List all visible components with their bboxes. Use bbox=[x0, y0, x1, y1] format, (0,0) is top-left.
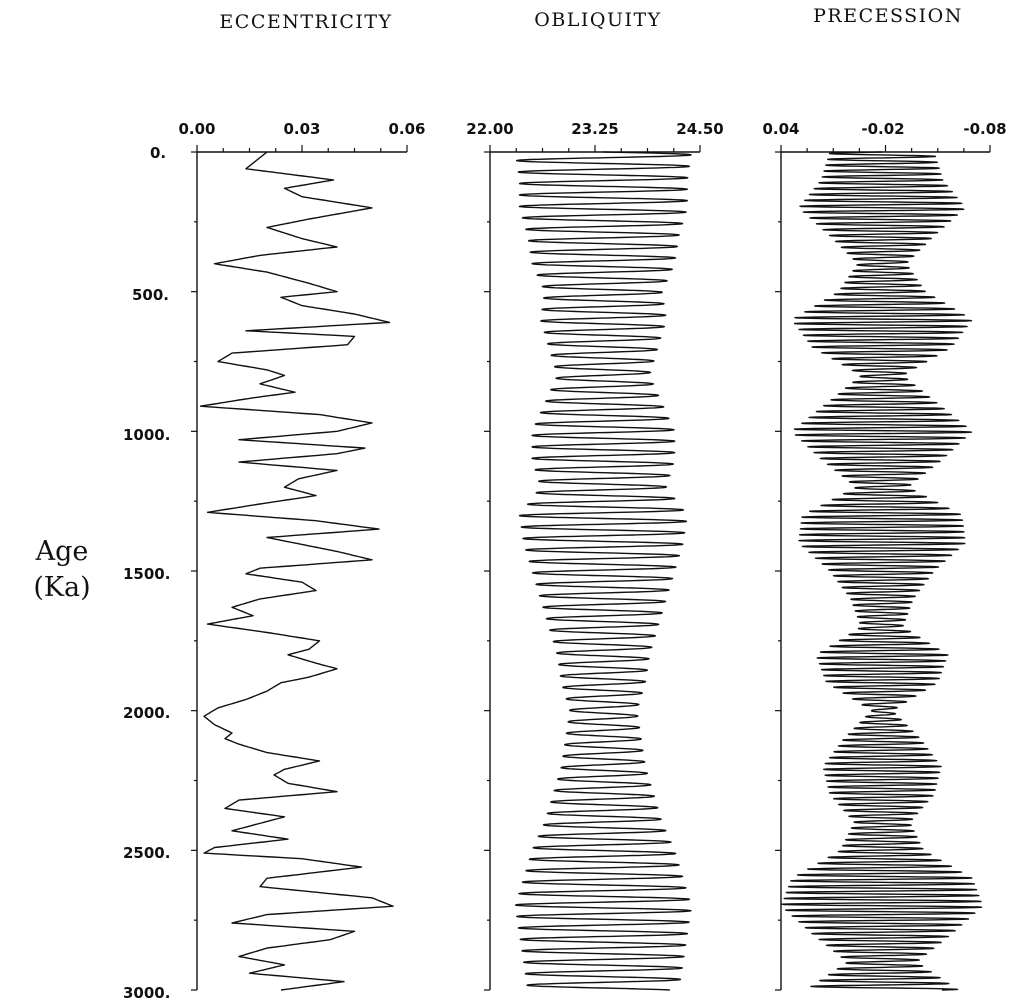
precession-axes bbox=[775, 145, 991, 991]
x-tick-label: 24.50 bbox=[676, 120, 723, 138]
age-tick-labels: 0. 500. 1000. 1500. 2000. 2500. 3000. bbox=[123, 144, 170, 1002]
x-tick-label: 0.00 bbox=[178, 120, 215, 138]
age-tick-label: 1500. bbox=[123, 565, 170, 583]
x-tick-label: 0.03 bbox=[283, 120, 320, 138]
age-tick-label: 1000. bbox=[123, 426, 170, 444]
x-tick-label: 0.04 bbox=[762, 120, 799, 138]
age-axis-label-line1: Age bbox=[35, 536, 89, 567]
age-axis-label-line2: (Ka) bbox=[33, 572, 90, 603]
obliquity-axes bbox=[484, 145, 701, 991]
obliquity-series-line bbox=[514, 151, 692, 991]
x-tick-label: 0.06 bbox=[388, 120, 425, 138]
eccentricity-panel: 0.00 0.03 0.06 bbox=[178, 120, 426, 991]
eccentricity-series-line bbox=[199, 151, 394, 991]
eccentricity-axes bbox=[191, 145, 408, 991]
age-tick-label: 2000. bbox=[123, 704, 170, 722]
eccentricity-title: ECCENTRICITY bbox=[219, 11, 392, 33]
age-tick-label: 3000. bbox=[123, 984, 170, 1002]
age-tick-label: 2500. bbox=[123, 844, 170, 862]
x-tick-label: 23.25 bbox=[571, 120, 618, 138]
precession-panel: 0.04 -0.02 -0.08 bbox=[762, 120, 1007, 991]
age-tick-label: 0. bbox=[150, 144, 166, 162]
precession-title: PRECESSION bbox=[813, 5, 963, 27]
precession-series-line bbox=[781, 151, 983, 991]
obliquity-title: OBLIQUITY bbox=[534, 9, 661, 31]
obliquity-panel: 22.00 23.25 24.50 bbox=[466, 120, 724, 991]
age-tick-label: 500. bbox=[132, 286, 169, 304]
x-tick-label: 22.00 bbox=[466, 120, 513, 138]
x-tick-label: -0.08 bbox=[963, 120, 1006, 138]
x-tick-label: -0.02 bbox=[861, 120, 904, 138]
